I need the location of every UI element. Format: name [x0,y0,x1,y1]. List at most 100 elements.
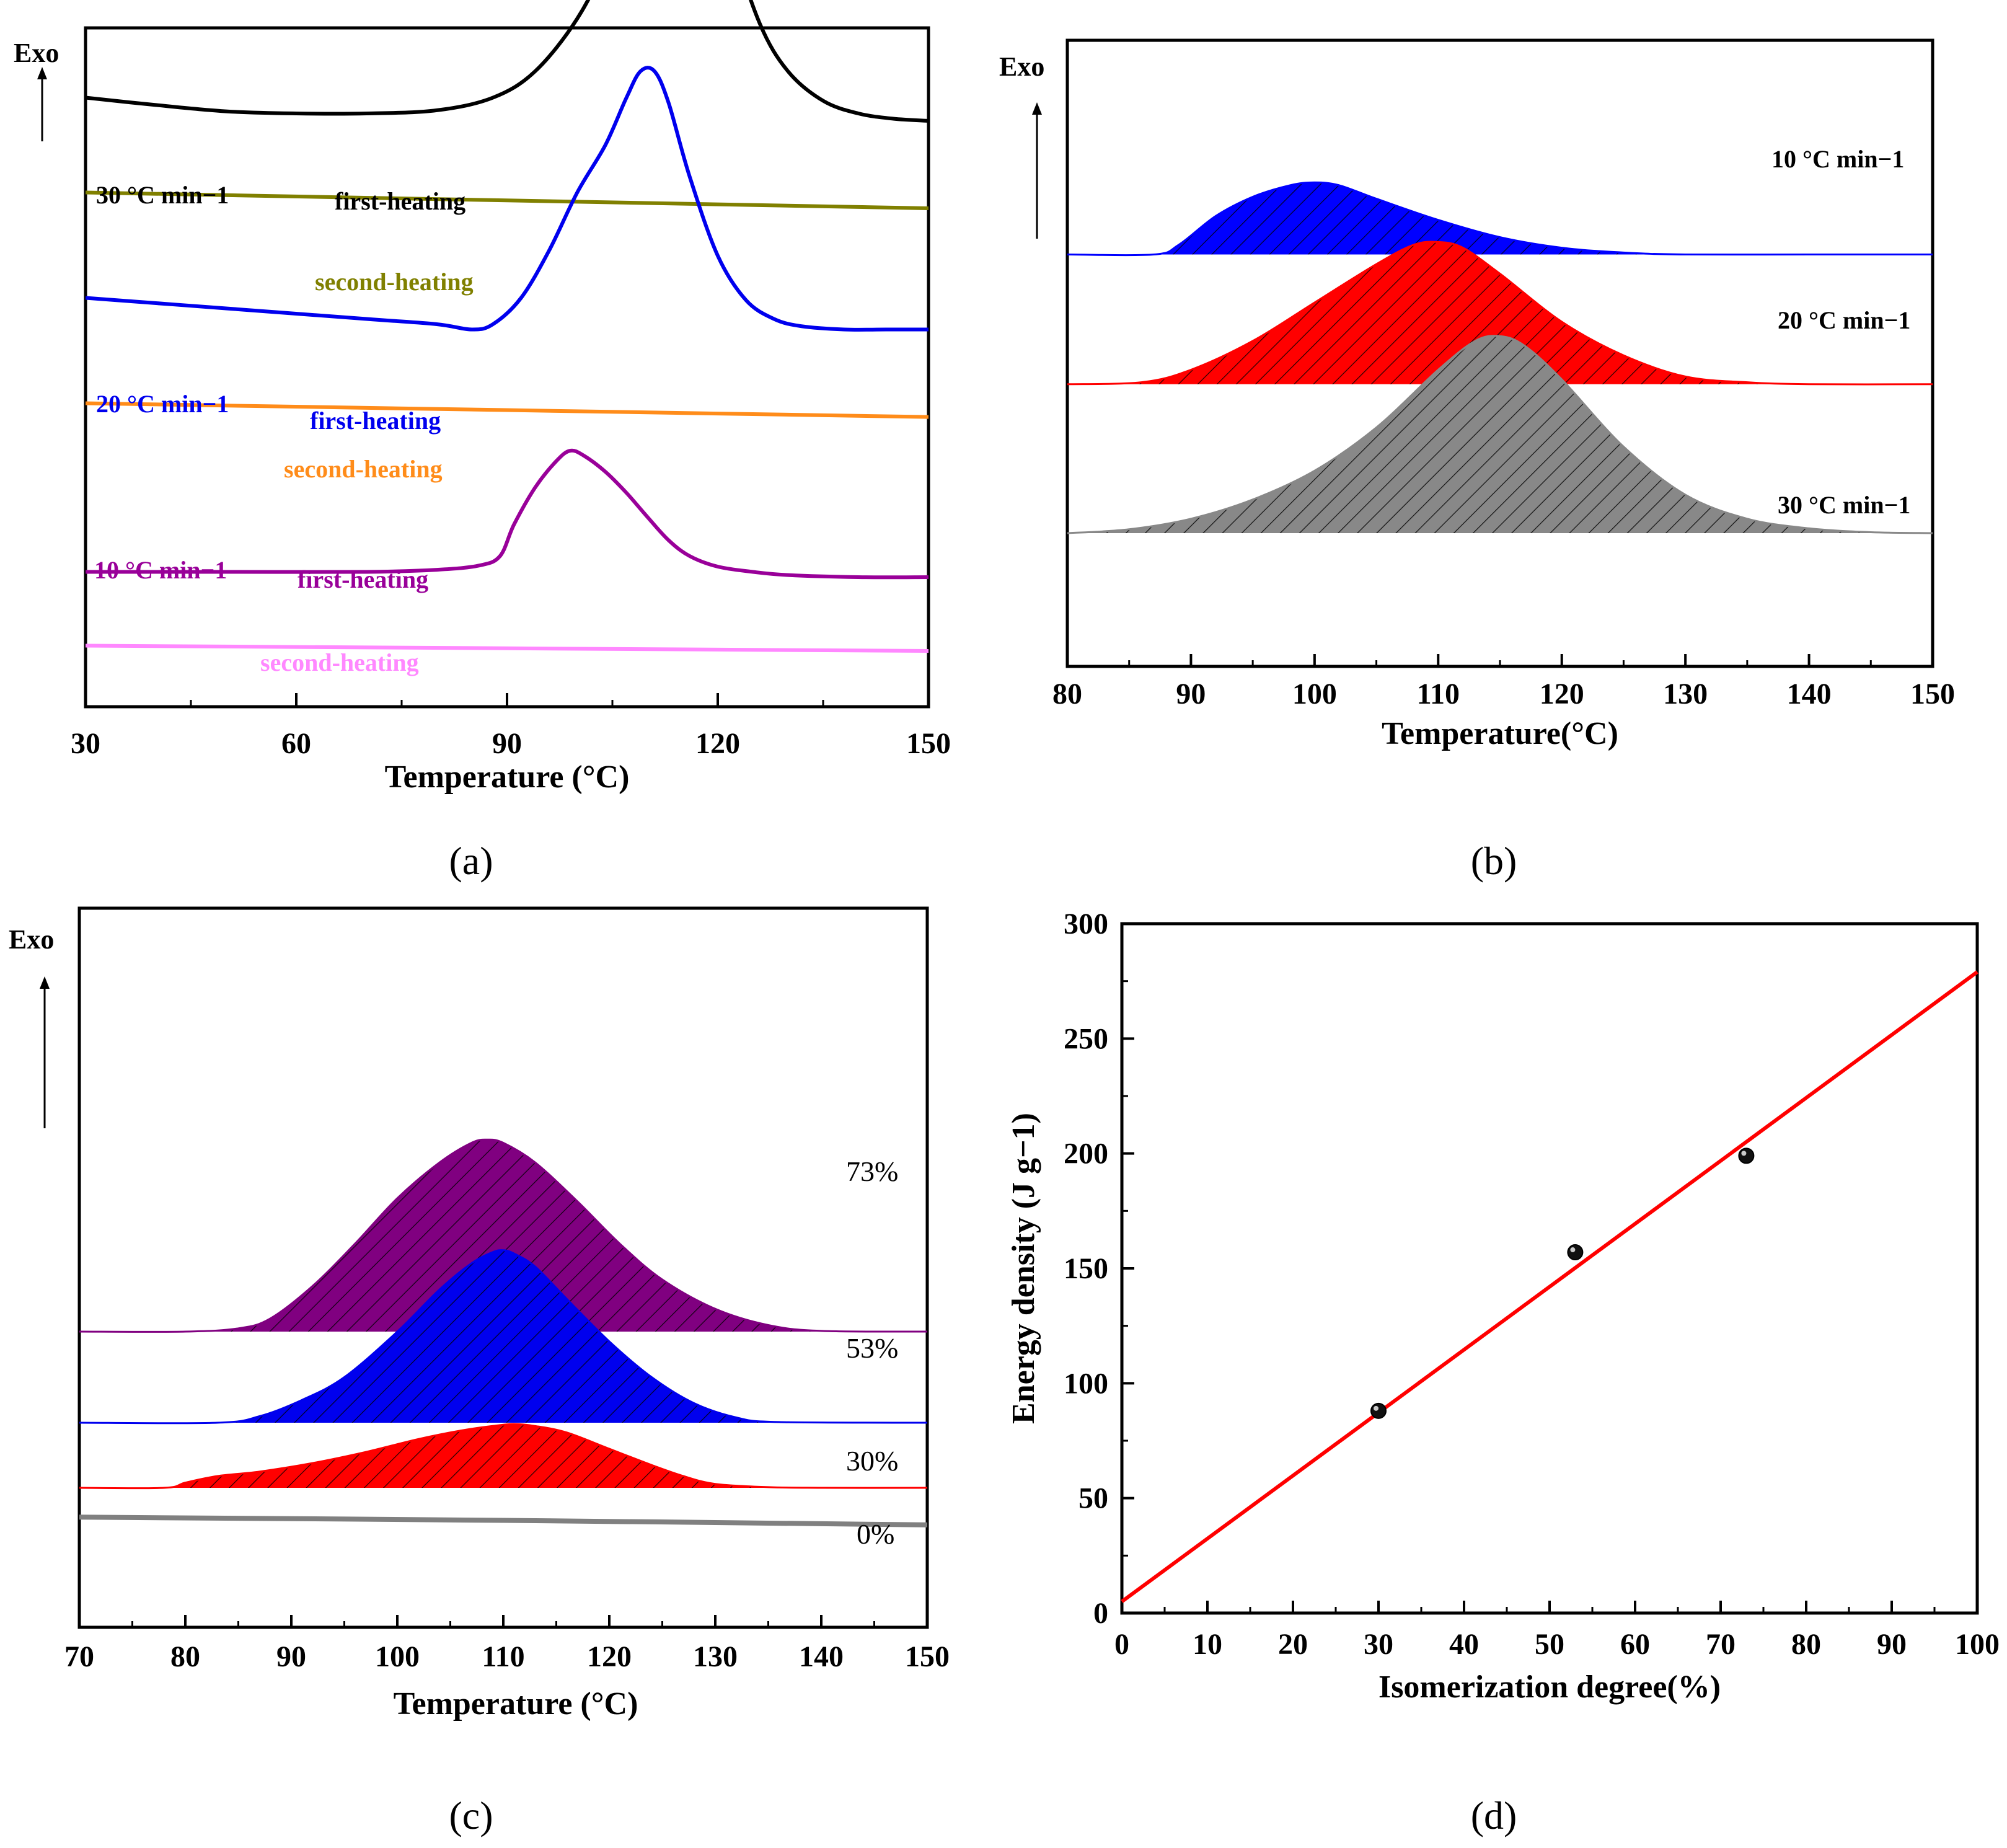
panel-c-xlabel: Temperature (°C) [394,1686,638,1722]
panel-a: 30 60 90 120 150 Exo 30 °C min−1 first-heati… [14,0,951,883]
panel-d-xtick-label: 100 [1955,1628,2000,1661]
panel-d-xtick-label: 30 [1364,1628,1393,1661]
panel-d-data-point [1738,1147,1755,1164]
panel-c-series-2-hatch [79,1424,927,1488]
panel-b-series-label-10: 10 °C min−1 [1771,145,1904,173]
panel-b: 80 90 100 110 120 130 140 150 Exo 10 °C min−1 2… [999,38,1955,883]
panel-a-first-heating-20: first-heating [310,407,441,435]
panel-d-plot [1121,970,1978,1603]
panel-a-xtick-label: 90 [492,727,522,760]
panel-d-xtick-label: 0 [1114,1628,1129,1661]
panel-b-xtick-label: 120 [1540,678,1584,710]
panel-a-rate-label-20: 20 °C min−1 [96,390,229,418]
panel-c-series-label-73: 73% [846,1156,898,1187]
panel-d-data-point-highlight [1374,1405,1378,1411]
panel-a-xtick-label: 120 [695,727,740,760]
panel-c-series-label-30: 30% [846,1445,898,1477]
panel-c-xtick-label: 150 [905,1640,950,1673]
panel-a-xlabel: Temperature (°C) [385,759,630,795]
panel-c-series-1-hatch [79,1250,927,1423]
panel-c-series-3-line [79,1514,928,1527]
panel-a-second-heating-20: second-heating [284,455,443,483]
panel-d-data-point [1567,1244,1584,1261]
panel-d-ytick-label: 0 [1093,1597,1108,1630]
panel-c-xtick-label: 130 [693,1640,738,1673]
panel-a-frame [84,26,930,709]
panel-a-caption: (a) [449,839,493,883]
panel-c-series-2-line [79,1423,928,1490]
panel-d-xlabel: Isomerization degree(%) [1378,1669,1721,1705]
panel-b-series-label-30: 30 °C min−1 [1778,491,1910,519]
panel-c-series-label-0: 0% [857,1518,894,1550]
panel-c-curves [79,1138,928,1527]
panel-c-series-0-line [79,1138,928,1333]
panel-c: 70 80 90 100 110 120 130 140 150 Exo 73% 53% 30%… [9,906,950,1837]
panel-d-xtick-label: 10 [1193,1628,1222,1661]
panel-d-ytick-label: 200 [1064,1138,1108,1170]
panel-c-exo-label: Exo [9,924,54,955]
panel-d-frame [1120,922,1979,1615]
panel-a-xtick-label: 60 [281,727,311,760]
panel-c-xtick-label: 110 [482,1640,524,1673]
panel-b-xtick-label: 100 [1292,678,1337,710]
panel-d-data-point-highlight [1570,1247,1576,1253]
panel-d-data-point-highlight [1741,1151,1747,1156]
panel-a-first-heating-10: first-heating [298,565,428,593]
panel-b-series-2-line [1067,335,1933,534]
panel-d-ytick-label: 50 [1078,1482,1108,1515]
panel-d-ticks: 0 10 20 30 40 50 60 70 80 90 100 0 50 100 150 200 250 300 [1064,908,2000,1661]
panel-c-series-0-hatch [79,1139,927,1332]
panel-d-xtick-label: 40 [1449,1628,1479,1661]
panel-d-ylabel: Energy density (J g−1) [1006,1113,1041,1424]
panel-d-caption: (d) [1471,1793,1517,1837]
panel-d-ytick-label: 250 [1064,1022,1108,1055]
panel-b-series-1-line [1067,241,1933,386]
panel-a-series-4-line [85,448,929,580]
panel-c-ticks: 70 80 90 100 110 120 130 140 150 [64,1615,950,1673]
panel-b-xtick-label: 130 [1663,678,1708,710]
panel-a-first-heating-30: first-heating [335,187,465,215]
panel-d-ytick-label: 300 [1064,908,1108,940]
panel-c-caption: (c) [449,1793,493,1837]
panel-b-caption: (b) [1471,839,1517,883]
panel-a-exo-arrowhead [37,67,47,79]
panel-c-xtick-label: 90 [276,1640,306,1673]
panel-d-xtick-label: 70 [1706,1628,1736,1661]
panel-c-xtick-label: 70 [64,1640,94,1673]
panel-c-xtick-label: 140 [799,1640,844,1673]
panel-b-ticks: 80 90 100 110 120 130 140 150 [1052,654,1955,710]
panel-a-series-3-line [85,401,929,419]
panel-a-exo-label: Exo [14,38,59,68]
panel-c-xtick-label: 120 [587,1640,632,1673]
panel-d-fit-line [1121,970,1978,1603]
panel-a-series-1-line [85,190,929,210]
panel-a-rate-label-30: 30 °C min−1 [96,181,229,209]
panel-a-series-5-line [85,643,929,653]
panel-a-second-heating-10: second-heating [260,648,419,676]
panel-d-ytick-label: 100 [1064,1367,1108,1400]
panel-b-xtick-label: 110 [1417,678,1460,710]
panel-c-xtick-label: 100 [375,1640,420,1673]
panel-d-xtick-label: 90 [1877,1628,1907,1661]
panel-b-series-0-hatch [1067,182,1933,255]
panel-a-ticks: 30 60 90 120 150 [71,693,951,760]
panel-a-second-heating-30: second-heating [315,268,474,296]
panel-b-curves [1067,181,1933,534]
panel-b-xtick-label: 80 [1052,678,1082,710]
panel-d: 0 10 20 30 40 50 60 70 80 90 100 0 50 100 150 200 250 300… [1006,908,2000,1837]
panel-d-xtick-label: 20 [1278,1628,1308,1661]
panel-b-exo-label: Exo [999,51,1044,82]
panel-d-xtick-label: 60 [1620,1628,1650,1661]
panel-b-exo-arrowhead [1032,102,1042,115]
panel-c-series-label-53: 53% [846,1332,898,1364]
panel-b-series-2-hatch [1067,335,1933,533]
panel-a-series-2-line [85,66,929,332]
panel-b-xtick-label: 150 [1910,678,1955,710]
panel-b-series-0-line [1067,181,1933,257]
panel-c-series-1-line [79,1249,928,1425]
panel-a-xtick-label: 30 [71,727,100,760]
panel-d-ytick-label: 150 [1064,1252,1108,1285]
panel-d-xtick-label: 80 [1791,1628,1821,1661]
panel-a-series-0-line [85,0,929,123]
